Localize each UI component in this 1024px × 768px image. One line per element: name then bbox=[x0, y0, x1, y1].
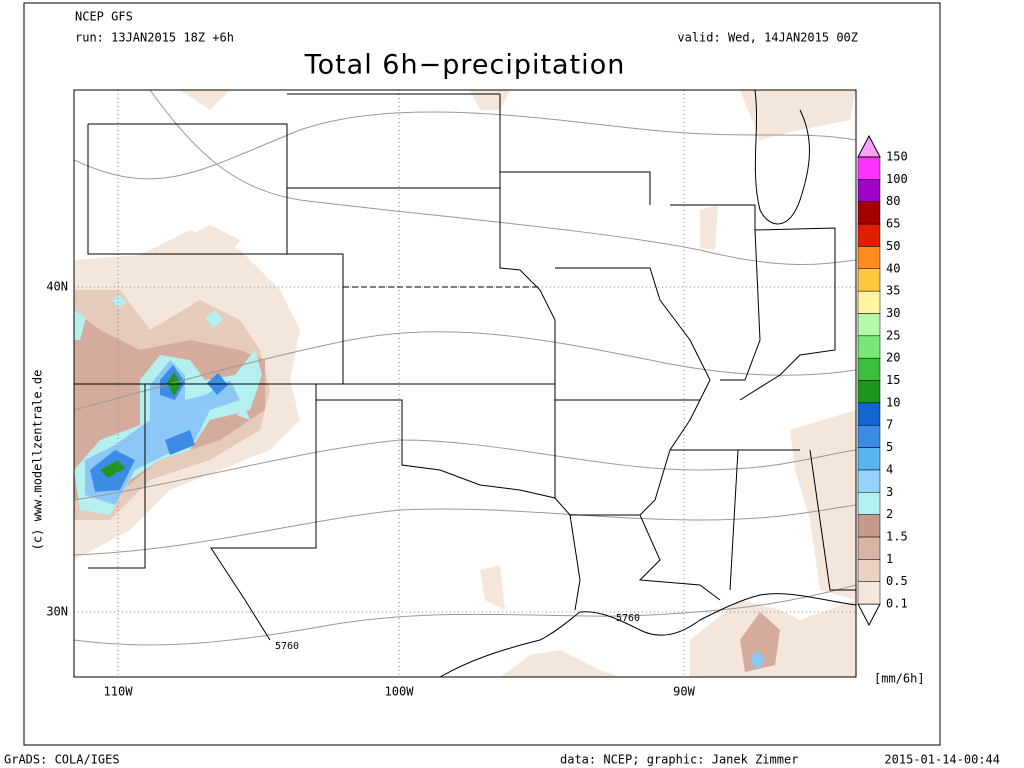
footer-right: 2015-01-14-00:44 bbox=[884, 753, 1000, 767]
watermark: (c) www.modellzentrale.de bbox=[31, 370, 45, 551]
legend-label: 3 bbox=[886, 485, 893, 499]
legend-label: 65 bbox=[886, 217, 900, 231]
legend-swatch bbox=[857, 223, 881, 247]
legend-swatch bbox=[857, 380, 881, 404]
legend-swatch bbox=[857, 246, 881, 269]
map-title: Total 6h−precipitation bbox=[304, 50, 626, 81]
legend-label: 2 bbox=[886, 507, 893, 521]
run-label: run: 13JAN2015 18Z +6h bbox=[75, 31, 234, 45]
legend-swatch bbox=[857, 581, 881, 605]
legend-label: 35 bbox=[886, 284, 900, 298]
footer-left: GrADS: COLA/IGES bbox=[4, 753, 120, 767]
precip bbox=[74, 90, 856, 677]
legend-label: 20 bbox=[886, 351, 900, 365]
legend-swatch bbox=[857, 201, 881, 225]
contour-label: 5760 bbox=[616, 613, 640, 624]
legend-label: 7 bbox=[886, 418, 893, 432]
legend-label: 40 bbox=[886, 261, 900, 275]
legend-label: 30 bbox=[886, 306, 900, 320]
legend-label: 1 bbox=[886, 552, 893, 566]
legend-label: 5 bbox=[886, 440, 893, 454]
legend-swatch bbox=[857, 514, 881, 538]
legend-label: 25 bbox=[886, 328, 900, 342]
legend-label: 100 bbox=[886, 172, 908, 186]
legend-swatch bbox=[857, 536, 881, 560]
legend-label: 0.5 bbox=[886, 574, 908, 588]
legend-swatch bbox=[857, 469, 881, 493]
model-label: NCEP GFS bbox=[75, 10, 133, 24]
map bbox=[74, 90, 856, 677]
valid-label: valid: Wed, 14JAN2015 00Z bbox=[677, 31, 858, 45]
footer-center: data: NCEP; graphic: Janek Zimmer bbox=[560, 753, 798, 767]
legend-swatch bbox=[857, 424, 881, 448]
legend-label: 1.5 bbox=[886, 529, 908, 543]
map-border bbox=[73, 89, 857, 678]
contours bbox=[74, 90, 856, 646]
legend-swatch bbox=[857, 156, 881, 180]
state-borders bbox=[74, 90, 856, 677]
legend-swatch bbox=[857, 357, 881, 381]
legend-swatch bbox=[857, 335, 881, 359]
lon-label: 100W bbox=[385, 685, 415, 699]
legend-label: 50 bbox=[886, 239, 900, 253]
legend-swatch bbox=[857, 268, 881, 292]
legend-swatch bbox=[857, 447, 881, 471]
legend-label: 10 bbox=[886, 395, 900, 409]
legend-label: 0.1 bbox=[886, 597, 908, 611]
legend-swatch bbox=[857, 559, 881, 582]
legend-swatch bbox=[857, 492, 881, 515]
legend-unit: [mm/6h] bbox=[874, 672, 925, 686]
lat-label: 40N bbox=[46, 280, 68, 294]
lon-label: 90W bbox=[673, 685, 695, 699]
contour-label: 5760 bbox=[275, 641, 299, 652]
legend-label: 80 bbox=[886, 194, 900, 208]
legend-label: 4 bbox=[886, 462, 893, 476]
legend-swatch bbox=[857, 402, 881, 426]
legend-swatch bbox=[857, 179, 881, 202]
lon-label: 110W bbox=[104, 685, 134, 699]
legend-label: 15 bbox=[886, 373, 900, 387]
legend: 0.1 0.5 1 1.5 2 3 4 5 7 10 15 20 25 30 35 40 50 65 80 100 15… bbox=[857, 134, 908, 627]
lat-label: 30N bbox=[46, 605, 68, 619]
legend-swatch bbox=[857, 313, 881, 337]
legend-triangle bbox=[857, 134, 881, 158]
legend-label: 150 bbox=[886, 150, 908, 164]
legend-swatch bbox=[857, 290, 881, 314]
